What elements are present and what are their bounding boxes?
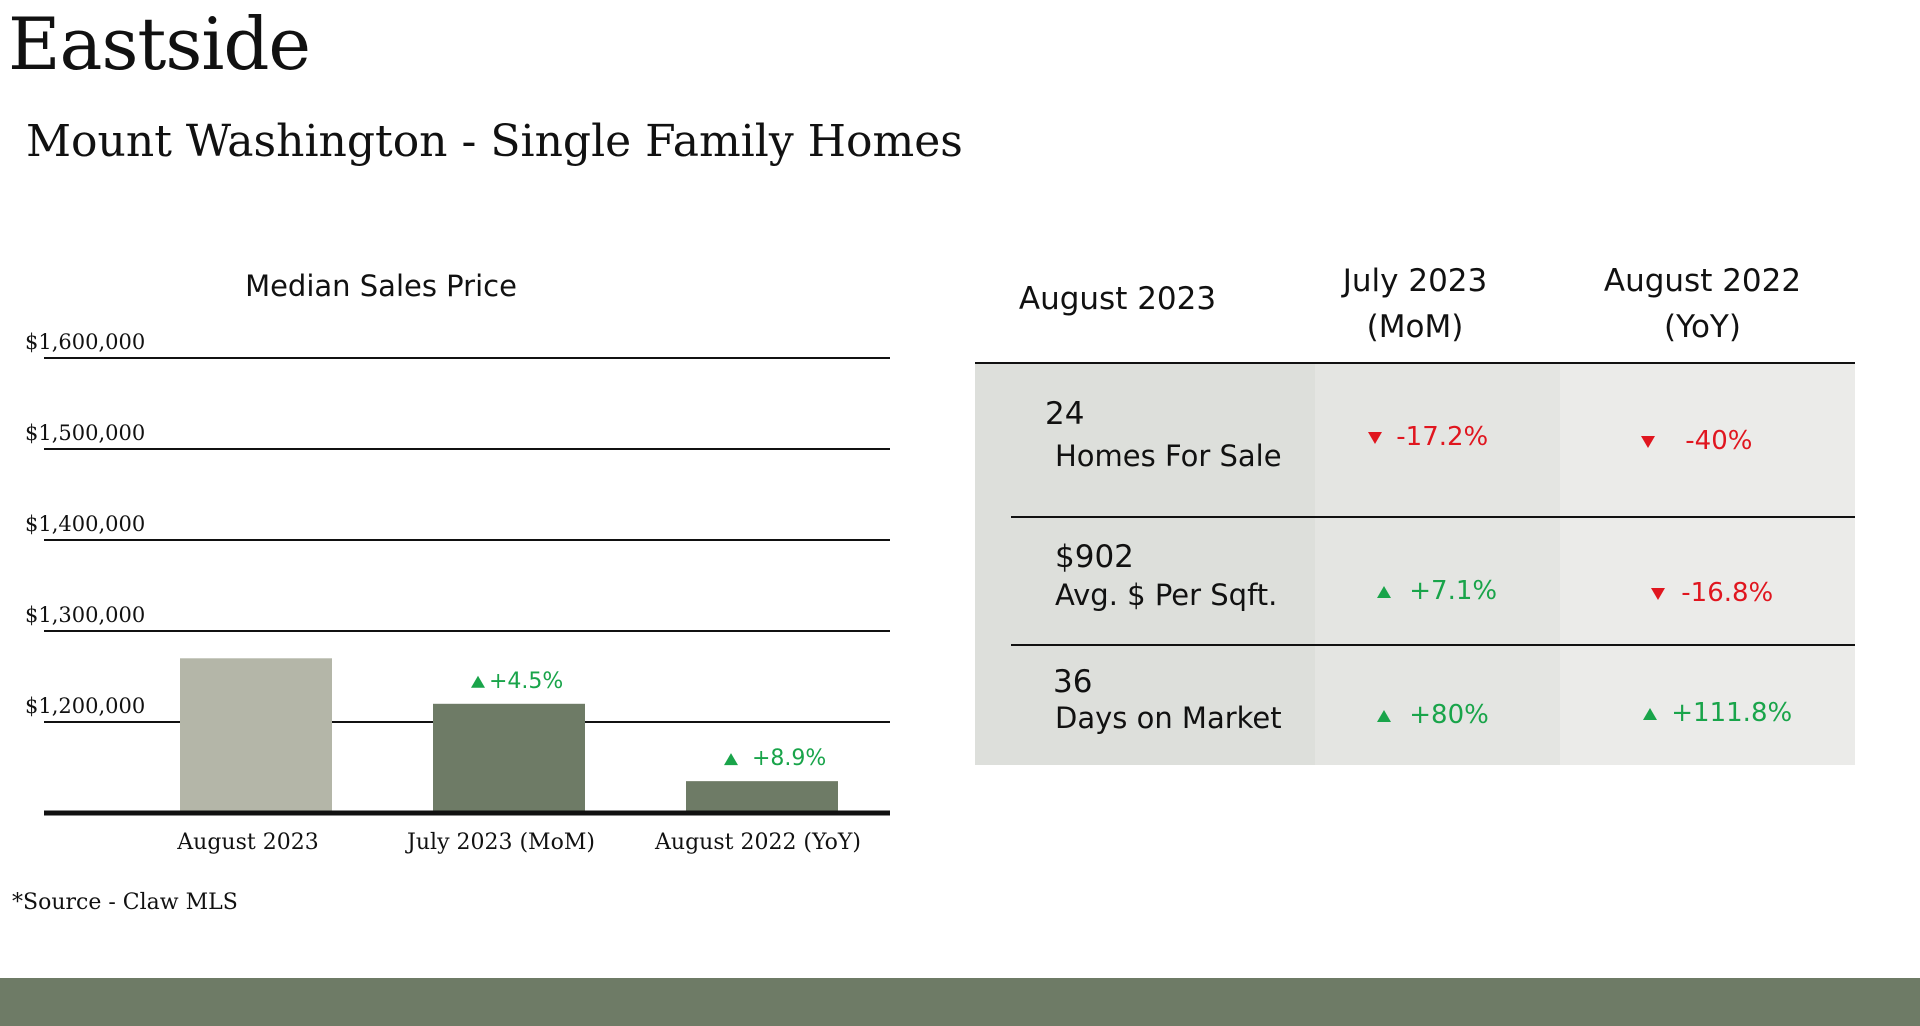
- table-row-divider: [1011, 516, 1855, 518]
- homes-for-sale-yoy-change: -40%: [1641, 423, 1752, 459]
- chart-title: Median Sales Price: [245, 269, 517, 303]
- bar-3: [686, 781, 838, 813]
- homes-for-sale-value: 24: [1045, 396, 1085, 432]
- days-on-market-yoy-change: +111.8%: [1643, 695, 1792, 731]
- region-title: Eastside: [8, 2, 311, 86]
- up-arrow-icon: [1377, 709, 1391, 722]
- y-tick-label: $1,500,000: [25, 421, 145, 445]
- header-yoy-line2: (YoY): [1664, 309, 1741, 345]
- bar-2: [433, 703, 585, 813]
- homes-for-sale-mom-change: -17.2%: [1368, 419, 1488, 455]
- page-title: Mount Washington - Single Family Homes: [26, 116, 963, 167]
- table-row-divider: [1011, 644, 1855, 646]
- days-on-market-value: 36: [1053, 664, 1093, 700]
- table-col-mom-bg: [1315, 363, 1560, 765]
- homes-for-sale-label: Homes For Sale: [1055, 439, 1282, 473]
- table-header-divider: [975, 362, 1855, 364]
- bar-change-label: +8.9%: [752, 746, 826, 771]
- bar-1: [180, 658, 332, 813]
- y-tick-label: $1,600,000: [25, 330, 145, 354]
- x-tick-label: July 2023 (MoM): [405, 830, 595, 855]
- source-note: *Source - Claw MLS: [12, 890, 238, 915]
- header-july-2023-mom: July 2023 (MoM): [1315, 258, 1515, 350]
- down-arrow-icon: [1641, 435, 1655, 448]
- up-arrow-icon: [1377, 585, 1391, 598]
- x-tick-label: August 2023: [176, 830, 318, 855]
- up-arrow-icon: [724, 753, 738, 766]
- days-on-market-label: Days on Market: [1055, 701, 1282, 735]
- table-col-yoy-bg: [1560, 363, 1855, 765]
- header-mom-line1: July 2023: [1342, 263, 1488, 299]
- median-price-chart: $1,600,000 $1,500,000 $1,400,000 $1,300,000…: [25, 330, 890, 855]
- header-mom-line2: (MoM): [1366, 309, 1464, 345]
- days-on-market-mom-change: +80%: [1377, 697, 1489, 733]
- y-tick-label: $1,200,000: [25, 694, 145, 718]
- header-august-2022-yoy: August 2022 (YoY): [1560, 258, 1845, 350]
- header-yoy-line1: August 2022: [1603, 263, 1802, 299]
- avg-price-per-sqft-mom-change: +7.1%: [1377, 573, 1497, 609]
- footer-bar: [0, 978, 1920, 1026]
- avg-price-per-sqft-label: Avg. $ Per Sqft.: [1055, 578, 1278, 612]
- y-tick-label: $1,400,000: [25, 512, 145, 536]
- x-tick-label: August 2022 (YoY): [654, 830, 861, 855]
- up-arrow-icon: [1643, 707, 1657, 720]
- down-arrow-icon: [1651, 587, 1665, 600]
- up-arrow-icon: [471, 675, 485, 688]
- avg-price-per-sqft-value: $902: [1055, 539, 1134, 575]
- avg-price-per-sqft-yoy-change: -16.8%: [1651, 575, 1773, 611]
- y-tick-label: $1,300,000: [25, 603, 145, 627]
- down-arrow-icon: [1368, 431, 1382, 444]
- header-august-2023: August 2023: [1018, 281, 1217, 317]
- bar-change-label: +4.5%: [489, 669, 563, 694]
- table-col-current-bg: [975, 363, 1315, 765]
